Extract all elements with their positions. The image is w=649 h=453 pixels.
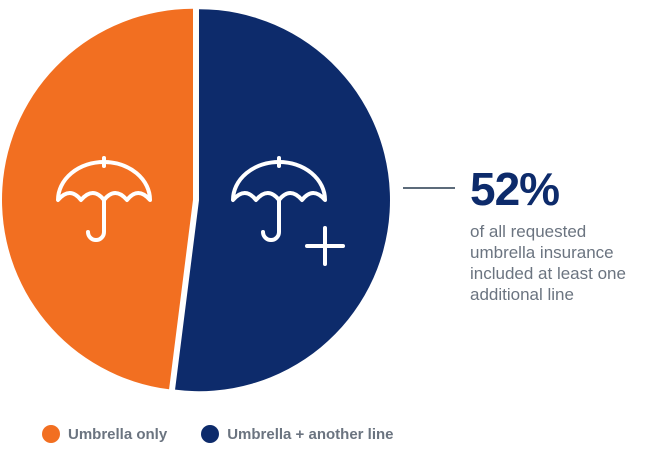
slice-umbrella-only [2,8,194,390]
legend-label: Umbrella only [68,425,168,443]
slice-umbrella-plus-another-line [175,9,390,392]
legend-item-umbrella-plus: Umbrella + another line [201,425,394,443]
callout-percentage: 52% [470,163,560,215]
callout-connector-line [403,187,455,189]
legend-item-umbrella-only: Umbrella only [42,425,167,443]
legend-swatch-orange [42,425,60,443]
pie-slices [2,8,390,392]
legend-swatch-navy [201,425,220,443]
umbrella-icon [56,156,152,242]
callout-description: of all requested umbrella insurance incl… [470,222,626,304]
umbrella-plus-icon [231,156,345,266]
legend-label: Umbrella + another line [227,425,394,443]
legend: Umbrella only Umbrella + another line [42,425,428,443]
